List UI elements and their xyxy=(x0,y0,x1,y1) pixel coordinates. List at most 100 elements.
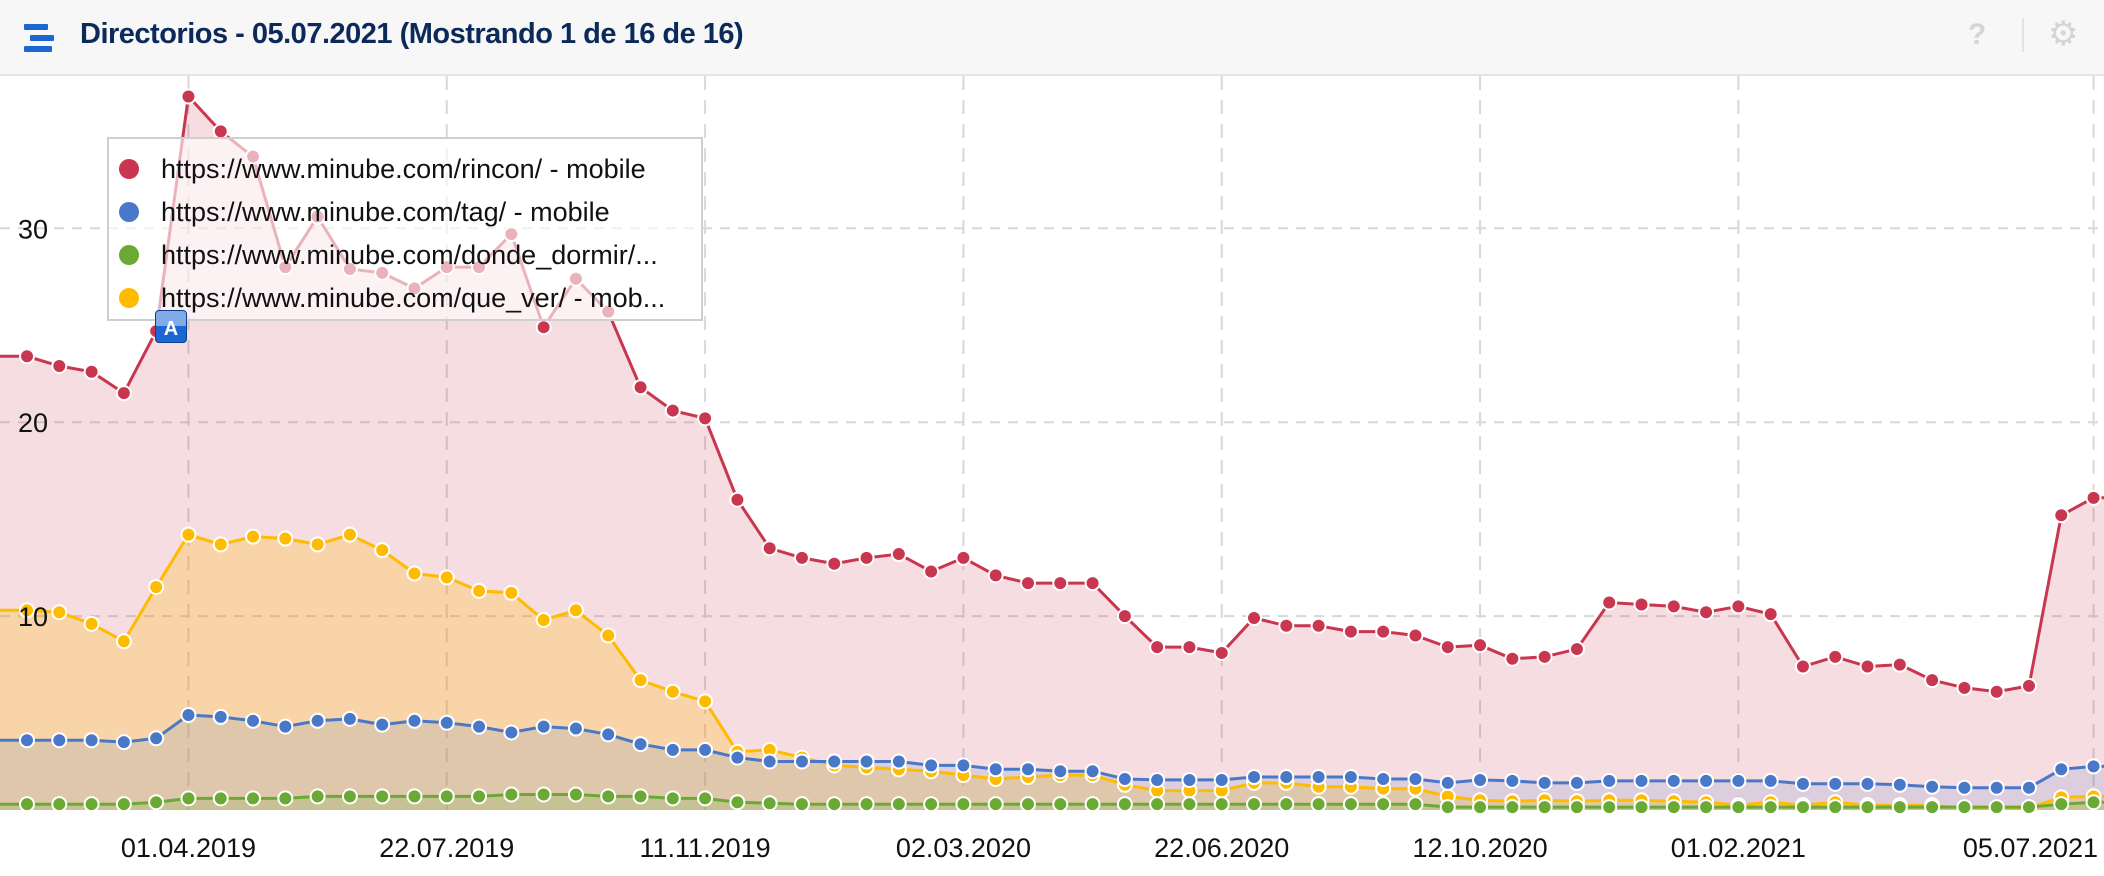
data-point xyxy=(761,753,778,770)
data-point xyxy=(2020,677,2037,694)
data-point xyxy=(83,363,100,380)
data-point xyxy=(2020,799,2037,816)
data-point xyxy=(1956,779,1973,796)
data-point xyxy=(1665,598,1682,615)
data-point xyxy=(51,796,68,813)
data-point xyxy=(115,385,132,402)
gear-icon[interactable]: ⚙ xyxy=(2048,15,2079,53)
data-point xyxy=(180,790,197,807)
data-point xyxy=(1698,604,1715,621)
data-point xyxy=(1956,799,1973,816)
data-point xyxy=(148,794,165,811)
hamburger-menu-icon[interactable] xyxy=(24,24,54,52)
data-point xyxy=(632,379,649,396)
data-point xyxy=(1278,796,1295,813)
data-point xyxy=(1665,772,1682,789)
data-point xyxy=(1310,617,1327,634)
data-point xyxy=(1568,774,1585,791)
data-point xyxy=(1342,796,1359,813)
data-point xyxy=(1019,796,1036,813)
data-point xyxy=(697,790,714,807)
data-point xyxy=(955,796,972,813)
legend-label: https://www.minube.com/donde_dormir/... xyxy=(161,239,658,270)
data-point xyxy=(1181,639,1198,656)
data-point xyxy=(1762,772,1779,789)
data-point xyxy=(1988,779,2005,796)
data-point xyxy=(729,491,746,508)
data-point xyxy=(1181,796,1198,813)
data-point xyxy=(245,712,262,729)
data-point xyxy=(2085,794,2102,811)
data-point xyxy=(406,712,423,729)
data-point xyxy=(761,540,778,557)
data-point xyxy=(1472,771,1489,788)
legend-label: https://www.minube.com/tag/ - mobile xyxy=(161,196,610,227)
data-point xyxy=(115,796,132,813)
data-point xyxy=(1504,772,1521,789)
data-point xyxy=(1504,799,1521,816)
data-point xyxy=(341,710,358,727)
legend-dot-icon xyxy=(119,245,139,265)
data-point xyxy=(503,724,520,741)
data-point xyxy=(19,732,35,749)
data-point xyxy=(2053,761,2070,778)
data-point xyxy=(1246,796,1263,813)
data-point xyxy=(1439,774,1456,791)
data-point xyxy=(1568,641,1585,658)
legend-item[interactable]: https://www.minube.com/que_ver/ - mob... xyxy=(119,278,665,318)
legend-item[interactable]: https://www.minube.com/rincon/ - mobile xyxy=(119,149,646,189)
data-point xyxy=(1084,796,1101,813)
data-point xyxy=(1601,772,1618,789)
data-point xyxy=(1052,796,1069,813)
data-point xyxy=(438,569,455,586)
data-point xyxy=(1698,772,1715,789)
annotation-marker-a[interactable]: A xyxy=(155,310,187,343)
data-point xyxy=(632,788,649,805)
data-point xyxy=(1084,763,1101,780)
series-area xyxy=(0,534,2104,810)
data-point xyxy=(406,565,423,582)
data-point xyxy=(1601,799,1618,816)
data-point xyxy=(1794,658,1811,675)
data-point xyxy=(471,788,488,805)
data-point xyxy=(1924,672,1941,689)
legend-label: https://www.minube.com/que_ver/ - mob... xyxy=(161,282,666,313)
data-point xyxy=(277,790,294,807)
data-point xyxy=(309,712,326,729)
x-tick-label: 01.04.2019 xyxy=(121,833,256,863)
data-point xyxy=(1827,775,1844,792)
legend-item[interactable]: https://www.minube.com/tag/ - mobile xyxy=(119,192,610,232)
data-point xyxy=(115,633,132,650)
x-tick-label: 11.11.2019 xyxy=(640,833,771,863)
data-point xyxy=(761,795,778,812)
data-point xyxy=(1278,769,1295,786)
data-point xyxy=(1956,679,1973,696)
data-point xyxy=(1375,623,1392,640)
data-point xyxy=(1762,606,1779,623)
data-point xyxy=(1407,770,1424,787)
data-point xyxy=(180,526,197,543)
data-point xyxy=(374,716,391,733)
data-point xyxy=(535,319,552,336)
data-point xyxy=(923,757,940,774)
data-point xyxy=(2053,507,2070,524)
data-point xyxy=(1149,796,1166,813)
data-point xyxy=(2020,779,2037,796)
data-point xyxy=(1116,770,1133,787)
data-point xyxy=(1472,799,1489,816)
question-mark-icon[interactable]: ? xyxy=(1968,18,1987,51)
legend-item[interactable]: https://www.minube.com/donde_dormir/... xyxy=(119,235,658,275)
data-point xyxy=(83,615,100,632)
data-point xyxy=(535,718,552,735)
data-point xyxy=(697,693,714,710)
data-point xyxy=(19,348,35,365)
data-point xyxy=(2085,489,2102,506)
data-point xyxy=(1633,799,1650,816)
data-point xyxy=(1375,796,1392,813)
data-point xyxy=(858,549,875,566)
data-point xyxy=(1762,799,1779,816)
data-point xyxy=(1310,769,1327,786)
axis-labels: 10 20 30 01.04.2019 22.07.2019 11.11.2019 02.0… xyxy=(18,214,2098,863)
data-point xyxy=(987,761,1004,778)
